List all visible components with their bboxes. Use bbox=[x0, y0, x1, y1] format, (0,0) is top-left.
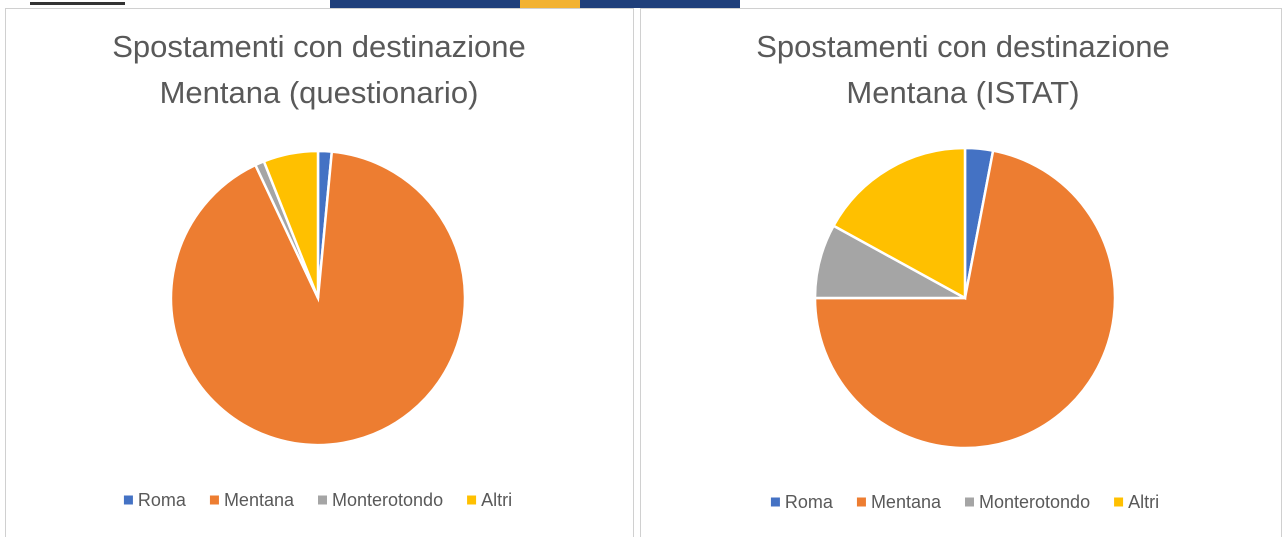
legend-label: Altri bbox=[481, 490, 512, 510]
legend-label: Mentana bbox=[224, 490, 295, 510]
legend-label: Monterotondo bbox=[332, 490, 443, 510]
corner-strip bbox=[30, 2, 125, 5]
legend-label: Roma bbox=[785, 492, 834, 512]
pie-slice bbox=[169, 150, 467, 447]
legend-swatch bbox=[1114, 497, 1124, 507]
legend-swatch bbox=[965, 497, 974, 507]
legend-swatch bbox=[467, 495, 477, 505]
legend-swatch bbox=[770, 497, 780, 507]
legend-swatch bbox=[209, 495, 219, 505]
chart-title: Spostamenti con destinazione Mentana (qu… bbox=[112, 29, 526, 110]
legend-swatch bbox=[318, 495, 327, 505]
legend-label: Mentana bbox=[871, 492, 942, 512]
legend-swatch bbox=[123, 495, 133, 505]
banner-accent bbox=[520, 0, 580, 8]
pie-slice bbox=[831, 146, 967, 301]
chart-title: Spostamenti con destinazione Mentana (IS… bbox=[756, 29, 1170, 110]
legend-label: Monterotondo bbox=[979, 492, 1090, 512]
pie-slice bbox=[262, 149, 320, 299]
legend-swatch bbox=[856, 497, 866, 507]
legend-label: Roma bbox=[138, 490, 187, 510]
legend-label: Altri bbox=[1128, 492, 1159, 512]
